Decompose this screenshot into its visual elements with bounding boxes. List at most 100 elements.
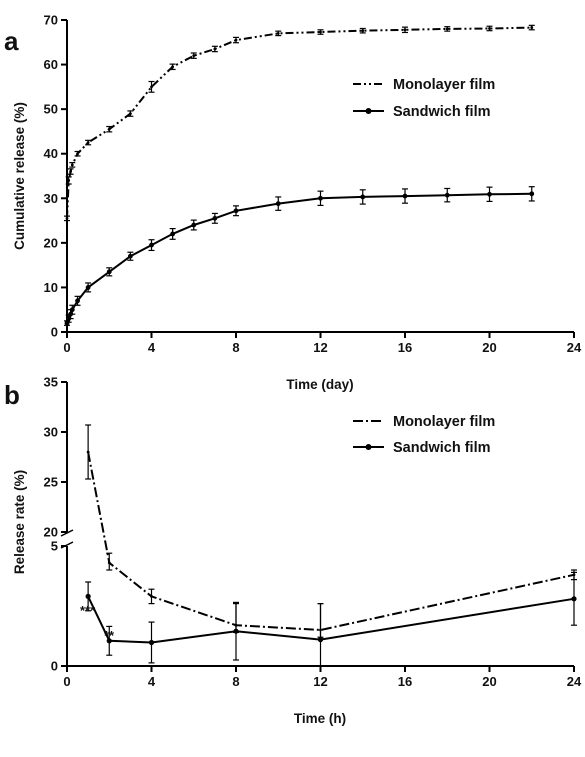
panel-b-data-point-sandwich [571,596,577,602]
panel-a-data-point-monolayer [213,47,217,51]
panel-b-y-tick-label: 20 [44,525,58,540]
panel-b-data-point-sandwich [148,639,155,646]
panel-a-data-point-sandwich [360,194,366,200]
panel-b-data-point-sandwich [233,628,239,634]
panel-a-x-tick-label: 20 [482,340,496,355]
panel-a-y-tick-label: 40 [44,146,58,161]
panel-a-data-point-monolayer [69,170,72,173]
panel-a-series-line-sandwich [66,192,532,324]
annotation-significance-1: *** [80,603,96,618]
panel-a-x-tick-label: 24 [567,340,582,355]
panel-b-x-tick-labels: 0 4 8 12 16 20 24 [63,674,582,689]
panel-a-data-point-sandwich [85,285,91,290]
panel-a-data-point-sandwich [529,191,535,197]
panel-a-data-point-sandwich [69,307,75,313]
panel-b-legend: Monolayer film Sandwich film [353,414,495,456]
panel-a-data-point-monolayer [192,54,196,58]
panel-a-data-point-monolayer [65,216,69,220]
panel-a-x-tick-labels: 0 4 8 12 16 20 24 [63,340,582,355]
panel-a-y-axis-title: Cumulative release (%) [12,102,27,250]
panel-b-x-axis-title: Time (h) [294,711,346,726]
panel-b-y-tick-label: 30 [44,425,58,440]
panel-b-x-tick-label: 12 [313,674,327,689]
panel-a-x-tick-label: 4 [148,340,156,355]
panel-b-x-tick-label: 24 [567,674,582,689]
panel-a-data-point-monolayer [150,85,153,89]
panel-a-legend-label-monolayer: Monolayer film [393,77,495,93]
panel-b-series-line-sandwich [87,595,575,644]
panel-b-x-tick-label: 16 [398,674,412,689]
panel-a-data-point-sandwich [212,215,218,221]
panel-b-data-point-monolayer [107,561,111,565]
panel-a-data-point-monolayer [530,26,534,29]
panel-a-data-point-sandwich [149,242,154,248]
panel-b-x-tick-label: 8 [232,674,239,689]
panel-b-y-tick-label: 25 [44,475,58,490]
panel-b-legend-label-sandwich: Sandwich film [393,440,491,456]
panel-b-data-point-monolayer [86,450,90,454]
panel-a-data-point-sandwich [444,192,450,198]
panel-b-x-tick-label: 20 [482,674,496,689]
panel-a-data-point-sandwich [75,298,80,304]
panel-b-x-tick-label: 0 [63,674,70,689]
panel-b-data-point-sandwich [106,638,112,644]
panel-a-x-tick-label: 16 [398,340,412,355]
panel-a-y-tick-label: 30 [44,191,58,206]
panel-a-data-point-sandwich [106,269,112,275]
panel-a-data-point-monolayer [76,152,79,156]
panel-b-y-tick-label: 35 [44,375,58,390]
panel-a-data-point-monolayer [276,31,280,35]
panel-a-legend-marker-sandwich [365,108,372,114]
panel-b-y-tick-label: 5 [51,539,58,554]
panel-a-data-point-sandwich [487,191,492,197]
panel-a-data-point-sandwich [191,222,197,228]
panel-a-y-tick-label: 0 [51,325,58,340]
panel-b-y-tick-label: 0 [51,659,58,674]
panel-b-data-point-sandwich [85,593,91,600]
panel-a-data-point-sandwich [233,208,239,214]
panel-a-y-tick-label: 20 [44,235,58,250]
panel-b-series-line-monolayer [87,451,575,632]
panel-b-y-tick-labels: 0 520 25 30 35 [44,375,58,674]
panel-a-data-point-monolayer [445,27,449,31]
panel-a: a 0 10 20 30 40 50 60 70 0 4 8 12 16 20 24 Cumulative… [4,13,582,393]
panel-a-axes [61,19,575,338]
panel-a-data-point-monolayer [67,179,71,182]
panel-b-axes [60,381,575,672]
panel-b-plot-area [85,424,577,667]
panel-a-y-tick-label: 70 [44,13,58,28]
panel-a-data-point-sandwich [127,253,133,259]
panel-b-data-point-monolayer [150,595,153,598]
panel-a-data-point-sandwich [275,201,281,207]
panel-a-x-axis-title: Time (day) [286,377,353,392]
panel-a-data-point-sandwich [170,231,176,237]
panel-a-plot-area [64,24,535,326]
panel-a-y-tick-label: 50 [44,102,58,117]
panel-a-data-point-sandwich [402,193,408,199]
panel-a-data-point-monolayer [107,127,111,131]
panel-a-data-point-monolayer [361,29,365,33]
panel-a-y-tick-labels: 0 10 20 30 40 50 60 70 [44,13,58,340]
panel-b-legend-marker-sandwich [365,444,372,450]
panel-b-y-axis-title: Release rate (%) [12,470,27,574]
panel-a-x-tick-label: 12 [313,340,327,355]
panel-a-data-point-monolayer [488,27,491,30]
panel-a-data-point-monolayer [86,141,90,144]
panel-a-data-point-monolayer [70,163,74,167]
panel-a-y-tick-label: 60 [44,57,58,72]
panel-b-x-tick-label: 4 [148,674,156,689]
panel-a-data-point-sandwich [318,195,323,201]
panel-a-series-line-monolayer [66,26,532,219]
panel-a-data-point-monolayer [403,28,407,32]
panel-a-data-point-monolayer [234,38,238,42]
panel-a-data-point-monolayer [171,65,175,69]
panel-a-legend-label-sandwich: Sandwich film [393,104,491,120]
panel-b-letter: b [4,380,20,410]
panel-a-letter: a [4,26,19,56]
panel-a-x-tick-label: 8 [232,340,239,355]
panel-a-x-tick-label: 0 [63,340,70,355]
panel-a-legend: Monolayer film Sandwich film [353,77,495,120]
panel-a-y-tick-label: 10 [44,280,58,295]
